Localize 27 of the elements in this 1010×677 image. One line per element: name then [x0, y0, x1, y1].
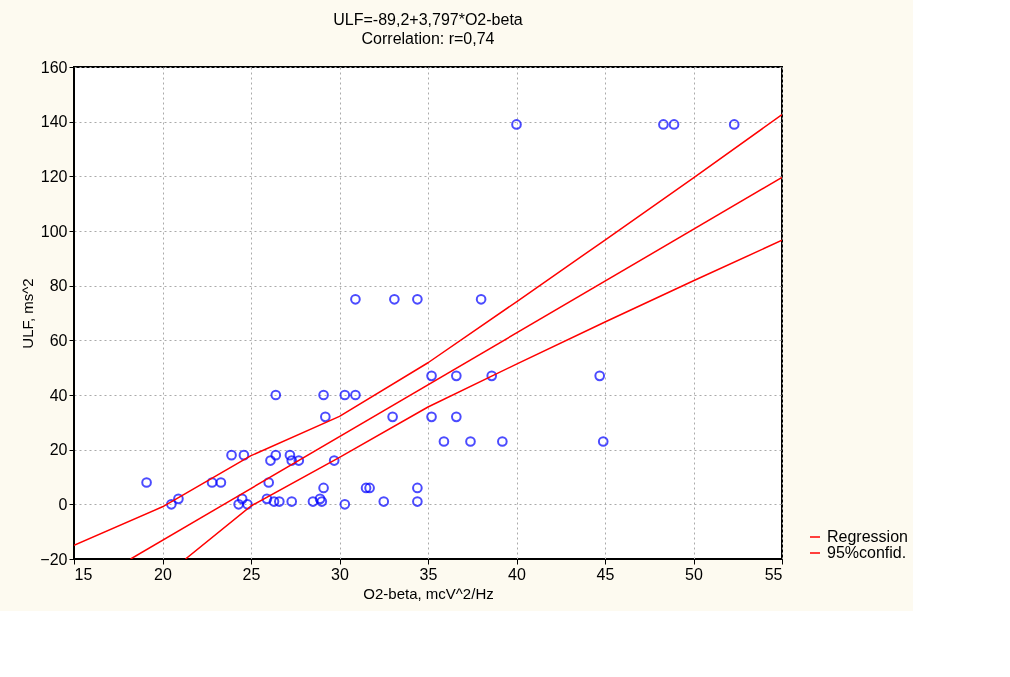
chart-title: ULF=-89,2+3,797*O2-beta [333, 11, 523, 28]
y-tick-label: −20 [40, 550, 68, 568]
chart-subtitle: Correlation: r=0,74 [361, 30, 495, 47]
y-tick-label: 100 [40, 222, 68, 240]
x-tick-label: 25 [242, 565, 261, 583]
x-tick-label: 20 [154, 565, 172, 583]
x-tick-label: 50 [685, 565, 703, 583]
y-tick-label: 0 [58, 495, 68, 513]
y-tick-label: 80 [49, 277, 68, 295]
x-tick-label: 15 [74, 565, 93, 583]
x-tick-label: 40 [508, 565, 526, 583]
x-tick-label: 35 [419, 565, 438, 583]
x-axis-title: O2-beta, mcV^2/Hz [363, 584, 494, 602]
x-tick-label: 30 [331, 565, 349, 583]
x-tick-label: 55 [764, 565, 783, 583]
y-tick-label: 60 [49, 331, 68, 349]
y-tick-label: 20 [49, 441, 68, 459]
y-tick-label: 40 [49, 386, 68, 404]
y-tick-label: 120 [40, 167, 68, 185]
legend-label: 95%confid. [827, 544, 907, 561]
y-tick-label: 140 [40, 113, 68, 131]
x-tick-label: 45 [596, 565, 615, 583]
y-tick-label: 160 [40, 58, 68, 76]
line-series [184, 239, 782, 559]
legend-label: Regression [827, 528, 908, 545]
y-axis-title: ULF, ms^2 [19, 278, 37, 349]
line-series [74, 113, 782, 547]
